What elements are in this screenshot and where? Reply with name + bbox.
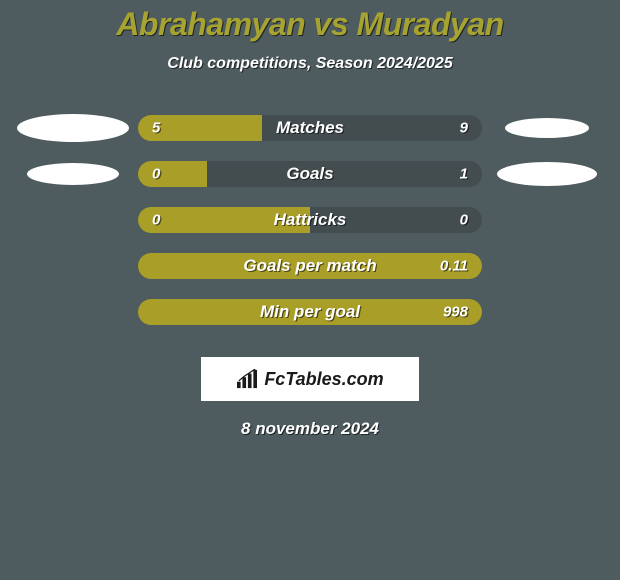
stat-row: 0 1 Goals [0,151,620,197]
stat-label: Goals per match [243,256,376,276]
bars-icon [236,369,258,389]
bar-left-fill [138,161,207,187]
right-side [488,118,606,138]
stat-row: 0 0 Hattricks [0,197,620,243]
player-right-oval [497,162,597,186]
stat-bar: 0.11 Goals per match [138,253,482,279]
stat-value-left: 0 [152,166,160,183]
stat-label: Goals [286,164,333,184]
date-text: 8 november 2024 [0,419,620,439]
stat-row: 5 9 Matches [0,105,620,151]
stat-value-right: 0.11 [440,258,468,275]
stat-label: Matches [276,118,344,138]
left-side [14,163,132,185]
stat-label: Hattricks [274,210,347,230]
logo-text: FcTables.com [264,369,383,390]
page-subtitle: Club competitions, Season 2024/2025 [0,55,620,73]
player-left-oval [17,114,129,142]
page-title: Abrahamyan vs Muradyan [0,0,620,43]
stat-row: 998 Min per goal [0,289,620,335]
right-side [488,162,606,186]
stat-row: 0.11 Goals per match [0,243,620,289]
stat-value-right: 0 [460,212,468,229]
stat-label: Min per goal [260,302,360,322]
stat-bar: 998 Min per goal [138,299,482,325]
stat-value-right: 998 [443,304,468,321]
left-side [14,114,132,142]
stat-value-left: 0 [152,212,160,229]
logo-box: FcTables.com [201,357,419,401]
player-right-oval [505,118,589,138]
stat-value-right: 9 [460,120,468,137]
stats-rows: 5 9 Matches 0 1 Goals 0 0 Hattricks 0.11 Goals per… [0,105,620,335]
stat-value-left: 5 [152,120,160,137]
player-left-oval [27,163,119,185]
stat-value-right: 1 [460,166,468,183]
stat-bar: 0 1 Goals [138,161,482,187]
stat-bar: 5 9 Matches [138,115,482,141]
stat-bar: 0 0 Hattricks [138,207,482,233]
